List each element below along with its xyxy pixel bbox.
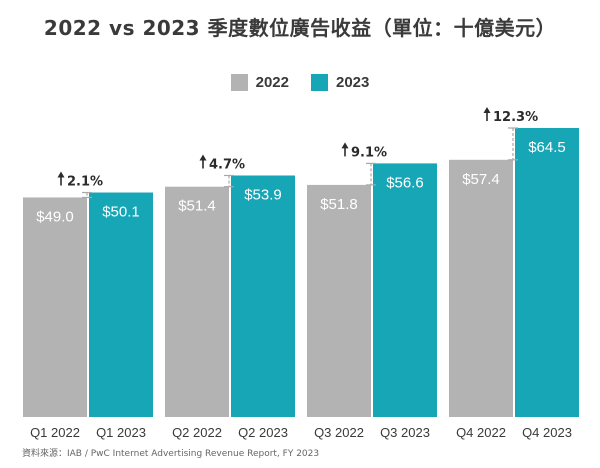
category-label-q3-2022: Q3 2022 xyxy=(314,425,364,440)
bar-q2-2022 xyxy=(165,186,229,417)
growth-arrow-icon-q1 xyxy=(57,171,65,178)
legend-swatch-2022 xyxy=(230,74,248,91)
category-label-q1-2023: Q1 2023 xyxy=(96,425,146,440)
category-label-q3-2023: Q3 2023 xyxy=(380,425,430,440)
legend: 2022 2023 xyxy=(0,74,600,91)
bar-q3-2023 xyxy=(373,163,437,417)
value-label-q2-2023: $53.9 xyxy=(244,186,282,203)
chart-title: 2022 vs 2023 季度數位廣告收益（單位：十億美元） xyxy=(43,16,557,40)
legend-item-2022: 2022 xyxy=(230,74,289,91)
growth-label-q2: 4.7% xyxy=(209,157,245,172)
value-label-q1-2023: $50.1 xyxy=(102,204,140,221)
value-label-q4-2022: $57.4 xyxy=(462,171,500,188)
growth-label-q3: 9.1% xyxy=(351,145,387,160)
category-label-q1-2022: Q1 2022 xyxy=(30,425,80,440)
bar-q3-2022 xyxy=(307,184,371,417)
growth-arrow-icon-q2 xyxy=(199,154,207,161)
value-label-q3-2022: $51.8 xyxy=(320,196,358,213)
bar-q1-2022 xyxy=(23,197,87,417)
legend-item-2023: 2023 xyxy=(311,74,369,91)
value-label-q4-2023: $64.5 xyxy=(528,139,566,156)
bar-q2-2023 xyxy=(231,175,295,417)
growth-label-q4: 12.3% xyxy=(493,110,538,125)
category-label-q4-2023: Q4 2023 xyxy=(522,425,572,440)
category-label-q2-2022: Q2 2022 xyxy=(172,425,222,440)
category-label-q4-2022: Q4 2022 xyxy=(456,425,506,440)
legend-swatch-2023 xyxy=(311,74,328,91)
growth-arrow-icon-q3 xyxy=(341,142,349,149)
legend-label-2023: 2023 xyxy=(336,74,370,91)
value-label-q2-2022: $51.4 xyxy=(178,198,216,215)
growth-arrow-icon-q4 xyxy=(483,107,491,113)
bar-q4-2023 xyxy=(515,128,579,417)
legend-label-2022: 2022 xyxy=(255,74,289,91)
growth-label-q1: 2.1% xyxy=(67,175,103,190)
source-note: 資料來源：IAB / PwC Internet Advertising Reve… xyxy=(22,449,320,459)
category-label-q2-2023: Q2 2023 xyxy=(238,425,288,440)
bar-q4-2022 xyxy=(449,159,513,417)
bar-q1-2023 xyxy=(89,192,153,417)
value-label-q1-2022: $49.0 xyxy=(36,208,74,225)
value-label-q3-2023: $56.6 xyxy=(386,174,424,191)
